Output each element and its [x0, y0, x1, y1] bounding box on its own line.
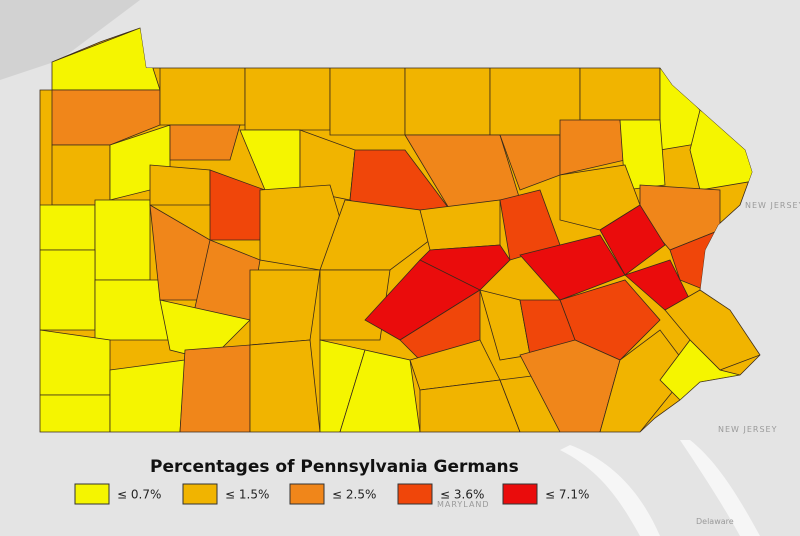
county — [319, 199, 431, 271]
county — [51, 144, 111, 206]
county — [51, 89, 161, 146]
county — [109, 359, 186, 432]
legend-label: ≤ 3.6% — [440, 488, 484, 502]
county — [419, 244, 511, 291]
county — [40, 394, 111, 432]
legend-swatch — [397, 483, 433, 505]
legend-swatch — [182, 483, 218, 505]
map-label: NEW JERSEY — [718, 425, 777, 434]
legend-label: ≤ 2.5% — [332, 488, 376, 502]
county — [40, 249, 96, 331]
map-label: Delaware — [696, 517, 734, 526]
lake — [0, 0, 140, 80]
county — [40, 204, 96, 251]
county — [659, 339, 741, 401]
county — [339, 349, 421, 432]
legend-title: Percentages of Pennsylvania Germans — [150, 457, 519, 477]
county — [244, 67, 331, 131]
county — [179, 344, 251, 432]
legend-swatch — [289, 483, 325, 505]
legend-swatch — [74, 483, 110, 505]
county — [149, 164, 211, 206]
county — [579, 67, 661, 121]
county — [599, 329, 691, 432]
county — [419, 379, 521, 432]
county — [94, 199, 151, 281]
water — [560, 440, 760, 536]
county — [599, 204, 666, 276]
county — [404, 67, 491, 136]
map-label: MARYLAND — [437, 500, 490, 509]
county — [249, 339, 321, 432]
county — [249, 269, 321, 346]
county — [319, 339, 366, 432]
county — [169, 124, 241, 161]
legend-label: ≤ 1.5% — [225, 488, 269, 502]
legend-swatch — [502, 483, 538, 505]
map-label: NEW JERSEY — [745, 201, 800, 210]
legend-label: ≤ 7.1% — [545, 488, 589, 502]
legend-label: ≤ 0.7% — [117, 488, 161, 502]
county — [159, 67, 246, 126]
county — [40, 329, 111, 396]
county — [329, 67, 406, 136]
legend: ≤ 0.7% ≤ 1.5% ≤ 2.5% ≤ 3.6% ≤ 7.1% — [74, 483, 589, 505]
counties — [40, 28, 760, 432]
